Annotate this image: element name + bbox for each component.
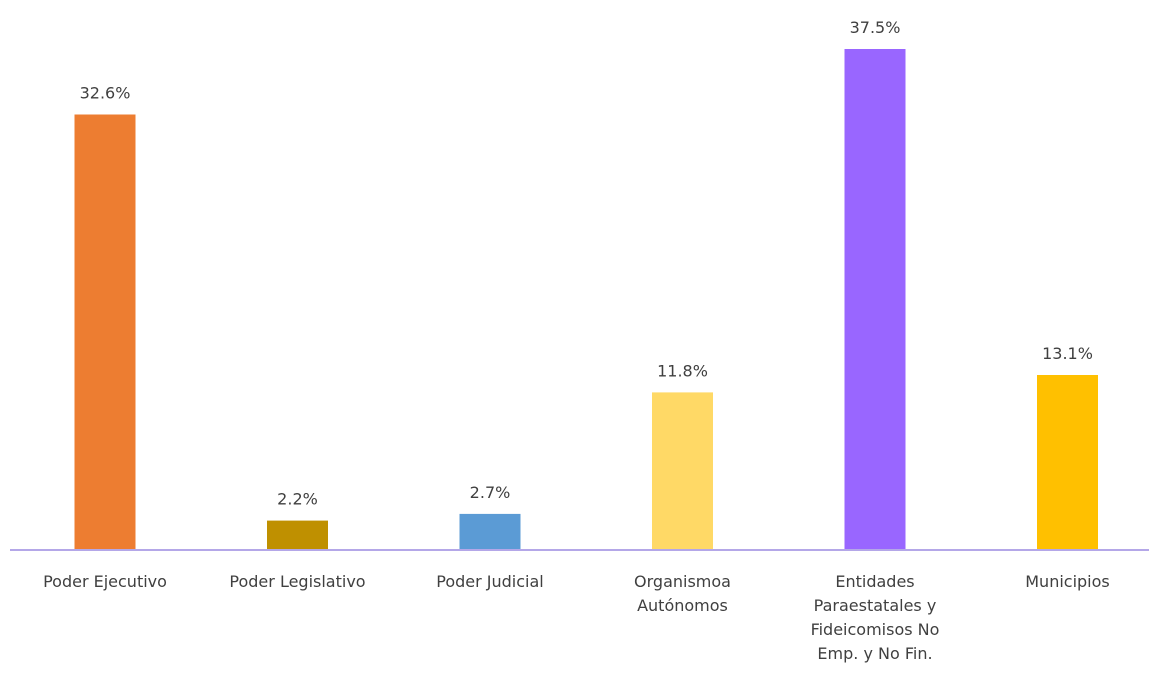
bar	[1037, 375, 1098, 550]
category-label: Entidades Paraestatales y Fideicomisos No E…	[811, 572, 940, 663]
data-labels-layer: 32.6% 2.2% 2.7% 11.8% 37.5% 13.1%	[80, 18, 1093, 509]
category-label-line: Municipios	[1025, 572, 1110, 591]
data-label: 2.2%	[277, 490, 318, 509]
category-label: Poder Legislativo	[229, 572, 365, 591]
category-label: Municipios	[1025, 572, 1110, 591]
category-label-line: Emp. y No Fin.	[817, 644, 932, 663]
bar	[844, 49, 906, 550]
category-label-line: Poder Ejecutivo	[43, 572, 167, 591]
category-label-line: Poder Legislativo	[229, 572, 365, 591]
data-label: 2.7%	[470, 483, 511, 502]
category-label-line: Poder Judicial	[436, 572, 543, 591]
bar	[652, 392, 713, 550]
data-label: 11.8%	[657, 361, 708, 380]
data-label: 32.6%	[80, 84, 131, 103]
data-label: 13.1%	[1042, 344, 1093, 363]
category-label-line: Paraestatales y	[814, 596, 937, 615]
category-label-line: Entidades	[835, 572, 914, 591]
bar	[459, 513, 521, 550]
category-label: Poder Ejecutivo	[43, 572, 167, 591]
category-label: Poder Judicial	[436, 572, 543, 591]
category-labels-layer: Poder Ejecutivo Poder Legislativo Poder Ju…	[43, 572, 1110, 663]
bar	[267, 520, 328, 550]
category-label-line: Autónomos	[637, 596, 728, 615]
category-label-line: Fideicomisos No	[811, 620, 940, 639]
bars-layer	[74, 49, 1098, 550]
category-label: Organismoa Autónomos	[634, 572, 731, 615]
data-label: 37.5%	[850, 18, 901, 37]
category-label-line: Organismoa	[634, 572, 731, 591]
bar	[74, 114, 136, 550]
